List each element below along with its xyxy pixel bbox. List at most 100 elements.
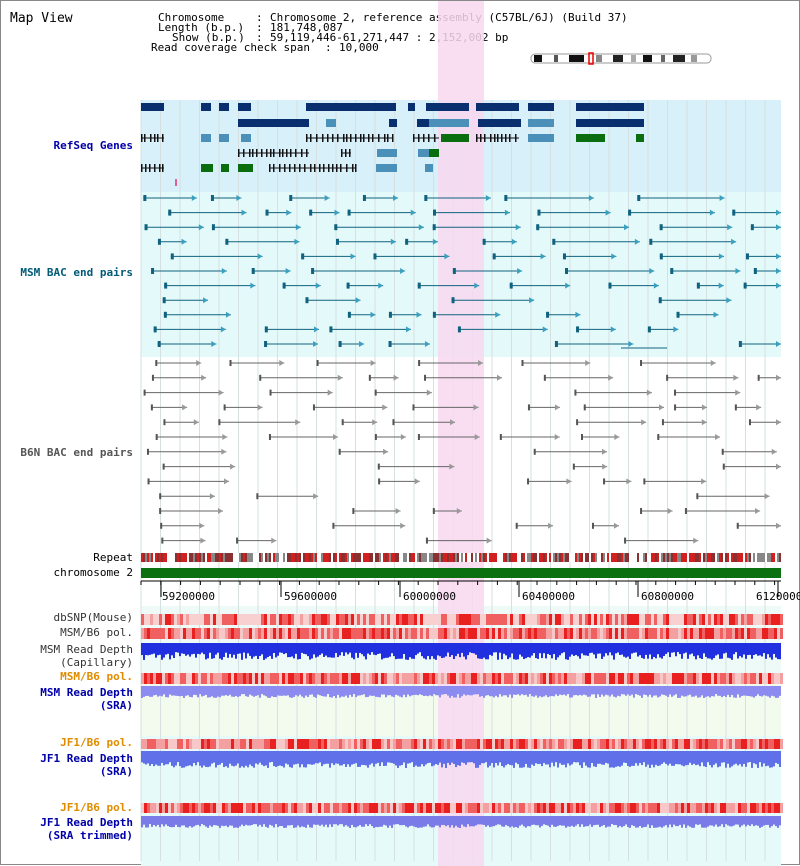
repeat-block [229, 553, 231, 562]
read-depth-bar [465, 751, 467, 765]
read-depth-bar [161, 816, 163, 825]
b6n-bac-arrow [701, 404, 707, 411]
polymorphism-cell [648, 673, 651, 684]
msm-bac-arrow [416, 311, 422, 318]
read-depth-bar [673, 751, 675, 766]
read-depth-bar [487, 643, 489, 660]
read-depth-bar [201, 816, 203, 825]
repeat-block [237, 553, 239, 562]
polymorphism-cell [141, 614, 144, 625]
repeat-block [703, 553, 705, 562]
read-depth-bar [387, 686, 389, 696]
polymorphism-cell [336, 739, 339, 749]
msm-bac-end [144, 224, 148, 231]
polymorphism-cell [591, 673, 594, 684]
polymorphism-cell [405, 628, 408, 639]
read-depth-bar [323, 643, 325, 657]
repeat-block [683, 553, 685, 562]
msm-bac-arrow [324, 195, 330, 201]
polymorphism-cell [420, 614, 423, 625]
polymorphism-cell [771, 628, 774, 639]
gene-exon [372, 134, 374, 142]
read-depth-bar [589, 751, 591, 768]
read-depth-bar [745, 816, 747, 827]
read-depth-bar [585, 686, 587, 696]
polymorphism-cell [276, 803, 279, 813]
repeat-block [571, 553, 573, 562]
read-depth-bar [517, 751, 519, 765]
read-depth-bar [575, 686, 577, 695]
b6n-bac-end [316, 360, 319, 366]
msm-bac-end [745, 253, 749, 260]
polymorphism-cell [261, 803, 264, 813]
read-depth-bar [383, 686, 385, 695]
gene-exon [484, 134, 486, 142]
msm-bac-arrow [181, 238, 187, 245]
read-depth-bar [479, 816, 481, 825]
read-depth-bar [733, 643, 735, 655]
polymorphism-cell [528, 739, 531, 749]
polymorphism-cell [477, 628, 480, 639]
polymorphism-cell [567, 628, 570, 639]
b6n-bac-arrow [701, 478, 707, 485]
read-depth-bar [143, 643, 145, 660]
read-depth-bar [677, 816, 679, 827]
polymorphism-cell [324, 739, 327, 749]
polymorphism-cell [219, 628, 222, 639]
b6n-bac-end [572, 463, 575, 470]
polymorphism-cell [687, 673, 690, 684]
repeat-block [743, 553, 745, 562]
polymorphism-cell [354, 628, 357, 639]
read-depth-bar [467, 643, 469, 656]
read-depth-bar [205, 686, 207, 695]
read-depth-bar [243, 816, 245, 827]
read-depth-bar [243, 751, 245, 768]
polymorphism-cell [471, 739, 474, 749]
gene-exon [273, 164, 275, 172]
read-depth-bar [163, 643, 165, 658]
polymorphism-cell [306, 628, 309, 639]
polymorphism-cell [285, 614, 288, 625]
track-label-refseq[interactable]: RefSeq Genes [53, 139, 133, 152]
polymorphism-cell [285, 628, 288, 639]
read-depth-bar [559, 751, 561, 764]
polymorphism-cell [252, 803, 255, 813]
read-depth-bar [183, 751, 185, 768]
msm-bac-arrow [588, 195, 594, 201]
polymorphism-cell [726, 628, 729, 639]
polymorphism-cell [645, 803, 648, 813]
read-depth-bar [275, 686, 277, 698]
track-label-b6n-bac[interactable]: B6N BAC end pairs [20, 446, 133, 459]
repeat-block [369, 553, 371, 562]
read-depth-bar [775, 643, 777, 658]
polymorphism-cell [276, 628, 279, 639]
polymorphism-cell [246, 628, 249, 639]
read-depth-bar [159, 686, 161, 696]
polymorphism-cell [240, 628, 243, 639]
read-depth-bar [347, 816, 349, 827]
track-label-msm-bac[interactable]: MSM BAC end pairs [20, 266, 133, 279]
read-depth-bar [235, 751, 237, 766]
polymorphism-cell [159, 673, 162, 684]
polymorphism-cell [576, 614, 579, 625]
polymorphism-cell [261, 628, 264, 639]
read-depth-bar [265, 686, 267, 697]
msm-bac-end [738, 341, 742, 347]
polymorphism-cell [633, 739, 636, 749]
read-depth-bar [701, 751, 703, 763]
polymorphism-cell [657, 628, 660, 639]
read-depth-bar [193, 643, 195, 654]
read-depth-bar [215, 686, 217, 698]
polymorphism-cell [687, 614, 690, 625]
polymorphism-cell [333, 614, 336, 625]
polymorphism-cell [552, 614, 555, 625]
read-depth-bar [723, 751, 725, 763]
read-depth-bar [229, 686, 231, 695]
polymorphism-cell [483, 803, 486, 813]
b6n-bac-end [312, 404, 315, 411]
read-depth-bar [765, 816, 767, 825]
gene-exon [310, 164, 312, 172]
polymorphism-cell [408, 673, 411, 684]
polymorphism-cell [249, 803, 252, 813]
